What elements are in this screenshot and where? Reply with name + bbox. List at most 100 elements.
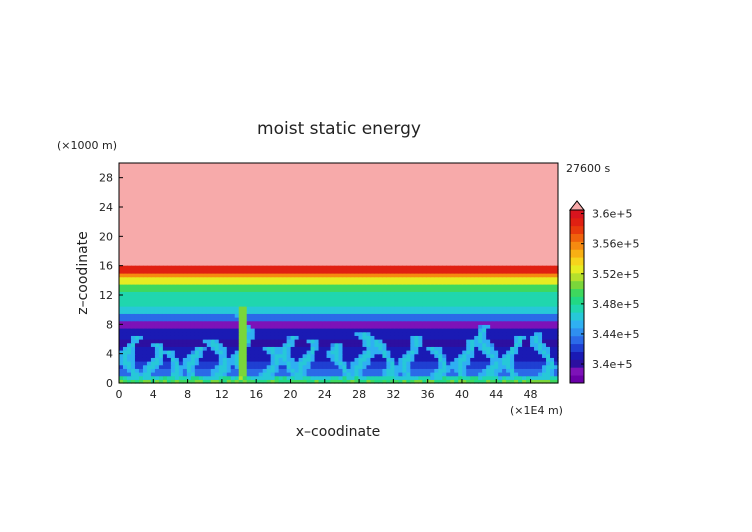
field-cell: [326, 339, 332, 344]
field-cell: [362, 317, 368, 322]
field-cell: [350, 372, 356, 377]
field-cell: [238, 284, 244, 289]
field-cell: [162, 331, 168, 336]
field-cell: [506, 265, 511, 270]
field-cell: [130, 361, 136, 366]
field-cell: [119, 284, 124, 289]
field-cell: [362, 375, 368, 380]
field-cell: [119, 342, 124, 347]
field-cell: [438, 353, 443, 358]
y-tick-label: 12: [99, 289, 113, 302]
field-cell: [238, 324, 244, 329]
field-cell: [198, 309, 204, 314]
field-cell: [182, 265, 188, 270]
field-cell: [482, 379, 487, 384]
field-cell: [126, 313, 132, 318]
field-cell: [294, 313, 300, 318]
field-cell: [414, 364, 419, 369]
field-cell: [314, 276, 320, 281]
field-cell: [350, 313, 356, 318]
field-cell: [406, 379, 411, 384]
field-cell: [390, 284, 395, 289]
field-cell: [146, 364, 152, 369]
colorbar-tick-label: 3.48e+5: [592, 298, 639, 311]
field-cell: [318, 313, 324, 318]
field-cell: [354, 339, 360, 344]
field-cell: [406, 324, 411, 329]
field-cell: [206, 361, 212, 366]
field-cell: [238, 375, 244, 380]
field-cell: [302, 372, 308, 377]
field-cell: [482, 350, 487, 355]
field-cell: [458, 309, 463, 314]
field-cell: [318, 342, 324, 347]
field-cell: [450, 372, 455, 377]
field-cell: [238, 372, 244, 377]
field-cell: [394, 317, 399, 322]
field-cell: [450, 361, 455, 366]
field-cell: [166, 269, 172, 274]
field-cell: [302, 284, 308, 289]
field-cell: [370, 357, 376, 362]
field-cell: [178, 280, 184, 285]
field-cell: [318, 339, 324, 344]
field-cell: [434, 372, 439, 377]
field-cell: [242, 309, 248, 314]
field-cell: [442, 265, 447, 270]
field-cell: [510, 324, 515, 329]
field-cell: [310, 273, 316, 278]
field-cell: [174, 346, 180, 351]
field-cell: [450, 368, 455, 373]
field-cell: [266, 353, 272, 358]
field-cell: [230, 353, 236, 358]
field-cell: [534, 295, 539, 300]
field-cell: [534, 313, 539, 318]
field-cell: [542, 379, 547, 384]
field-cell: [342, 309, 348, 314]
field-cell: [514, 335, 519, 340]
field-cell: [226, 320, 232, 325]
field-cell: [250, 280, 256, 285]
field-cell: [454, 313, 459, 318]
field-cell: [542, 306, 547, 311]
field-cell: [210, 306, 216, 311]
field-cell: [430, 291, 435, 296]
field-cell: [398, 368, 403, 373]
field-cell: [358, 368, 364, 373]
field-cell: [362, 287, 368, 292]
field-cell: [186, 324, 192, 329]
field-cell: [370, 361, 376, 366]
field-cell: [498, 317, 503, 322]
field-cell: [290, 368, 296, 373]
field-cell: [286, 350, 292, 355]
field-cell: [370, 309, 376, 314]
field-cell: [418, 346, 423, 351]
field-cell: [478, 291, 483, 296]
field-cell: [382, 361, 387, 366]
field-cell: [346, 368, 352, 373]
field-cell: [418, 342, 423, 347]
field-cell: [174, 295, 180, 300]
field-cell: [522, 375, 527, 380]
field-cell: [158, 353, 164, 358]
field-cell: [398, 284, 403, 289]
field-cell: [310, 342, 316, 347]
field-cell: [146, 361, 152, 366]
field-cell: [378, 368, 383, 373]
field-cell: [154, 276, 160, 281]
field-cell: [178, 342, 184, 347]
field-cell: [394, 331, 399, 336]
field-cell: [290, 287, 296, 292]
field-cell: [394, 364, 399, 369]
field-cell: [226, 346, 232, 351]
field-cell: [362, 346, 368, 351]
field-cell: [386, 291, 391, 296]
field-cell: [210, 364, 216, 369]
field-cell: [526, 306, 531, 311]
field-cell: [522, 306, 527, 311]
field-cell: [190, 269, 196, 274]
field-cell: [142, 335, 148, 340]
field-cell: [550, 287, 555, 292]
field-cell: [142, 339, 148, 344]
field-cell: [294, 320, 300, 325]
